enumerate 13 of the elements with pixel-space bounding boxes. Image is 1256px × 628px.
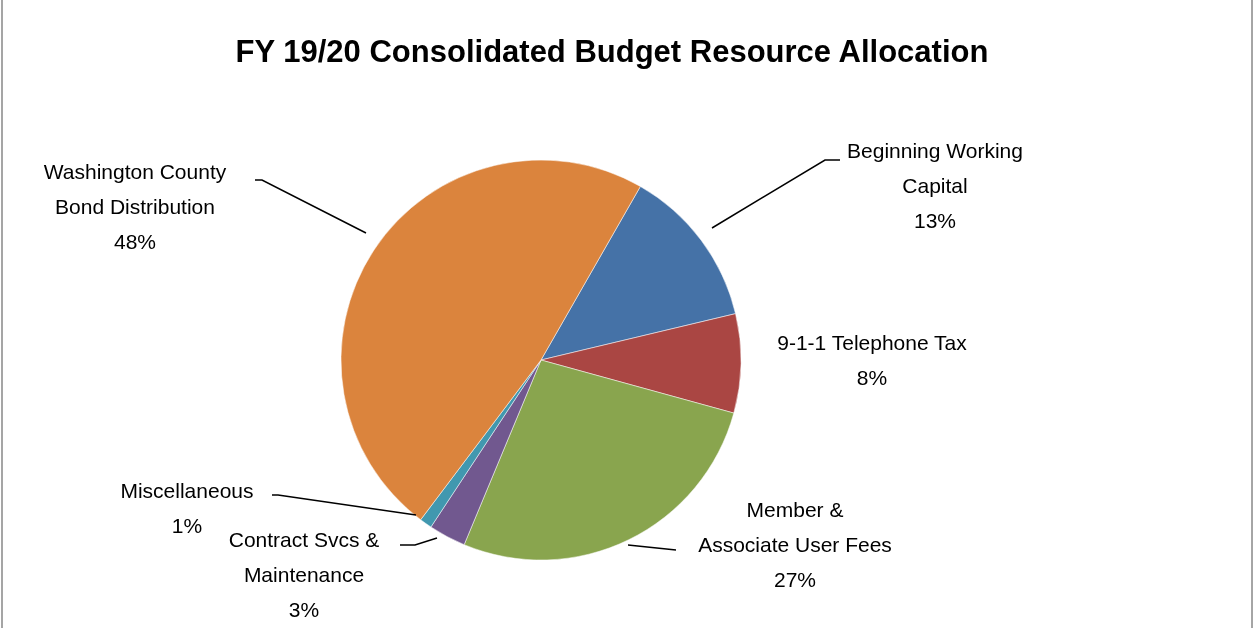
slice-label: Beginning Working Capital — [847, 139, 1023, 197]
slice-label: Contract Svcs & Maintenance — [228, 528, 380, 586]
data-label: 48% — [113, 230, 157, 253]
data-label: 1% — [171, 514, 203, 537]
slice-label: Member & Associate User Fees — [698, 498, 892, 556]
slice-label: Miscellaneous — [120, 479, 254, 502]
data-label: 3% — [288, 598, 320, 621]
slice-label: 9-1-1 Telephone Tax — [777, 331, 968, 354]
chart-title: FY 19/20 Consolidated Budget Resource Allocation — [235, 34, 989, 69]
data-label: 27% — [773, 568, 817, 591]
data-label: 8% — [856, 366, 888, 389]
slice-label: Washington County Bond Distribution — [43, 160, 227, 218]
data-label: 13% — [913, 209, 957, 232]
